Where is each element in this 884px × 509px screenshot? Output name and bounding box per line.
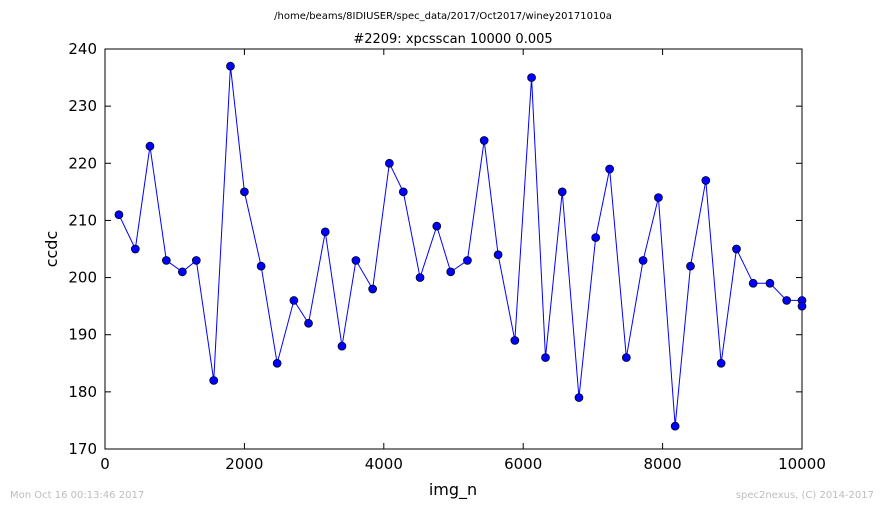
data-point — [716, 358, 726, 368]
data-point — [638, 256, 648, 265]
data-point — [351, 256, 361, 265]
file-path-title: /home/beams/8IDIUSER/spec_data/2017/Oct2… — [274, 11, 612, 22]
data-point — [479, 136, 489, 145]
data-point — [226, 61, 235, 71]
data-point — [304, 318, 313, 328]
data-point — [130, 244, 140, 254]
data-point — [191, 256, 201, 265]
data-point — [209, 376, 219, 385]
data-point — [398, 187, 408, 197]
data-point — [256, 261, 266, 271]
data-point — [654, 193, 663, 202]
x-tick-label: 8000 — [644, 455, 682, 473]
data-point — [591, 233, 601, 242]
y-tick-label: 240 — [68, 40, 97, 58]
data-series — [114, 61, 807, 431]
data-point — [732, 244, 741, 254]
data-point — [782, 296, 792, 305]
data-point — [145, 141, 155, 151]
data-point — [765, 278, 775, 288]
y-tick-label: 170 — [68, 440, 97, 458]
x-tick-label: 0 — [100, 455, 110, 473]
x-tick-label: 4000 — [365, 455, 403, 473]
y-tick-label: 180 — [68, 383, 97, 401]
data-point — [541, 353, 550, 362]
axis-ticks: 0 2000 4000 6000 8000 10000 170 180 190 200 210 220… — [68, 40, 826, 473]
y-tick-label: 210 — [68, 211, 97, 229]
data-point — [161, 256, 171, 265]
data-point — [701, 176, 711, 185]
y-tick-label: 200 — [68, 269, 97, 287]
data-point — [493, 250, 503, 260]
data-point — [605, 164, 614, 174]
data-point — [686, 261, 695, 271]
timestamp-footer: Mon Oct 16 00:13:46 2017 — [10, 490, 145, 501]
data-point — [240, 187, 249, 197]
data-point — [272, 358, 282, 368]
data-point — [797, 301, 807, 311]
y-tick-label: 220 — [68, 154, 97, 172]
y-tick-label: 230 — [68, 97, 97, 115]
copyright-footer: spec2nexus, (C) 2014-2017 — [735, 490, 874, 501]
data-point — [385, 158, 394, 168]
data-point — [368, 284, 377, 294]
data-point — [557, 187, 567, 197]
x-tick-label: 6000 — [504, 455, 542, 473]
plot-area — [104, 48, 803, 450]
data-point — [670, 421, 680, 431]
data-point — [527, 73, 536, 82]
data-point — [574, 393, 584, 402]
data-point — [510, 336, 520, 345]
x-axis-label: img_n — [429, 480, 477, 500]
data-point — [337, 341, 347, 351]
y-tick-label: 190 — [68, 326, 97, 344]
data-point — [463, 256, 472, 265]
x-tick-label: 10000 — [778, 455, 826, 473]
y-axis-label: ccdc — [42, 231, 61, 268]
data-point — [289, 296, 299, 305]
x-tick-label: 2000 — [225, 455, 263, 473]
data-point — [446, 267, 456, 277]
data-point — [748, 278, 758, 288]
chart-title: #2209: xpcsscan 10000 0.005 — [353, 32, 552, 47]
data-point — [178, 267, 187, 277]
data-point — [415, 273, 425, 282]
data-point — [432, 221, 442, 231]
data-point — [320, 227, 330, 237]
data-point — [114, 210, 124, 220]
data-point — [622, 353, 631, 362]
